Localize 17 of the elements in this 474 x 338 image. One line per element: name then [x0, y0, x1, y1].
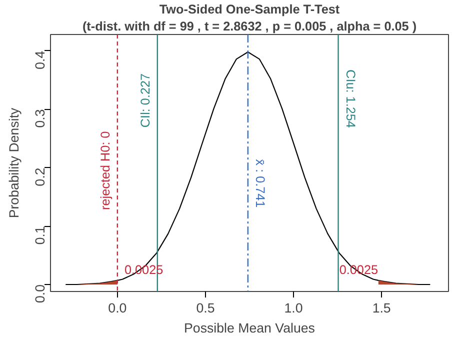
x-tick-label: 1.0	[284, 300, 303, 316]
y-tick-label: 0.3	[32, 109, 48, 128]
x-tick-label: 0.5	[196, 300, 215, 316]
y-tick-label: 0.4	[32, 50, 48, 70]
chart-title: Two-Sided One-Sample T-Test	[159, 2, 340, 16]
y-axis-title: Probability Density	[6, 107, 22, 218]
ref-line-label: rejected H0: 0	[98, 131, 112, 210]
x-tick-label: 1.5	[372, 300, 391, 316]
y-tick-label: 0.2	[32, 168, 48, 186]
y-tick-label: 0.0	[32, 284, 48, 304]
y-tick-label: 0.1	[32, 226, 48, 245]
x-axis-title: Possible Mean Values	[184, 320, 316, 336]
ref-line-label: CIu: 1.254	[343, 70, 358, 128]
ref-line-label: x̄ : 0.741	[252, 159, 267, 208]
chart-subtitle: (t-dist. with df = 99 , t = 2.8632 , p = 0.005 , alpha = 0.05 )	[82, 20, 417, 34]
x-tick-label: 0.0	[108, 300, 127, 316]
ref-line-label: CIl: 0.227	[138, 73, 152, 128]
